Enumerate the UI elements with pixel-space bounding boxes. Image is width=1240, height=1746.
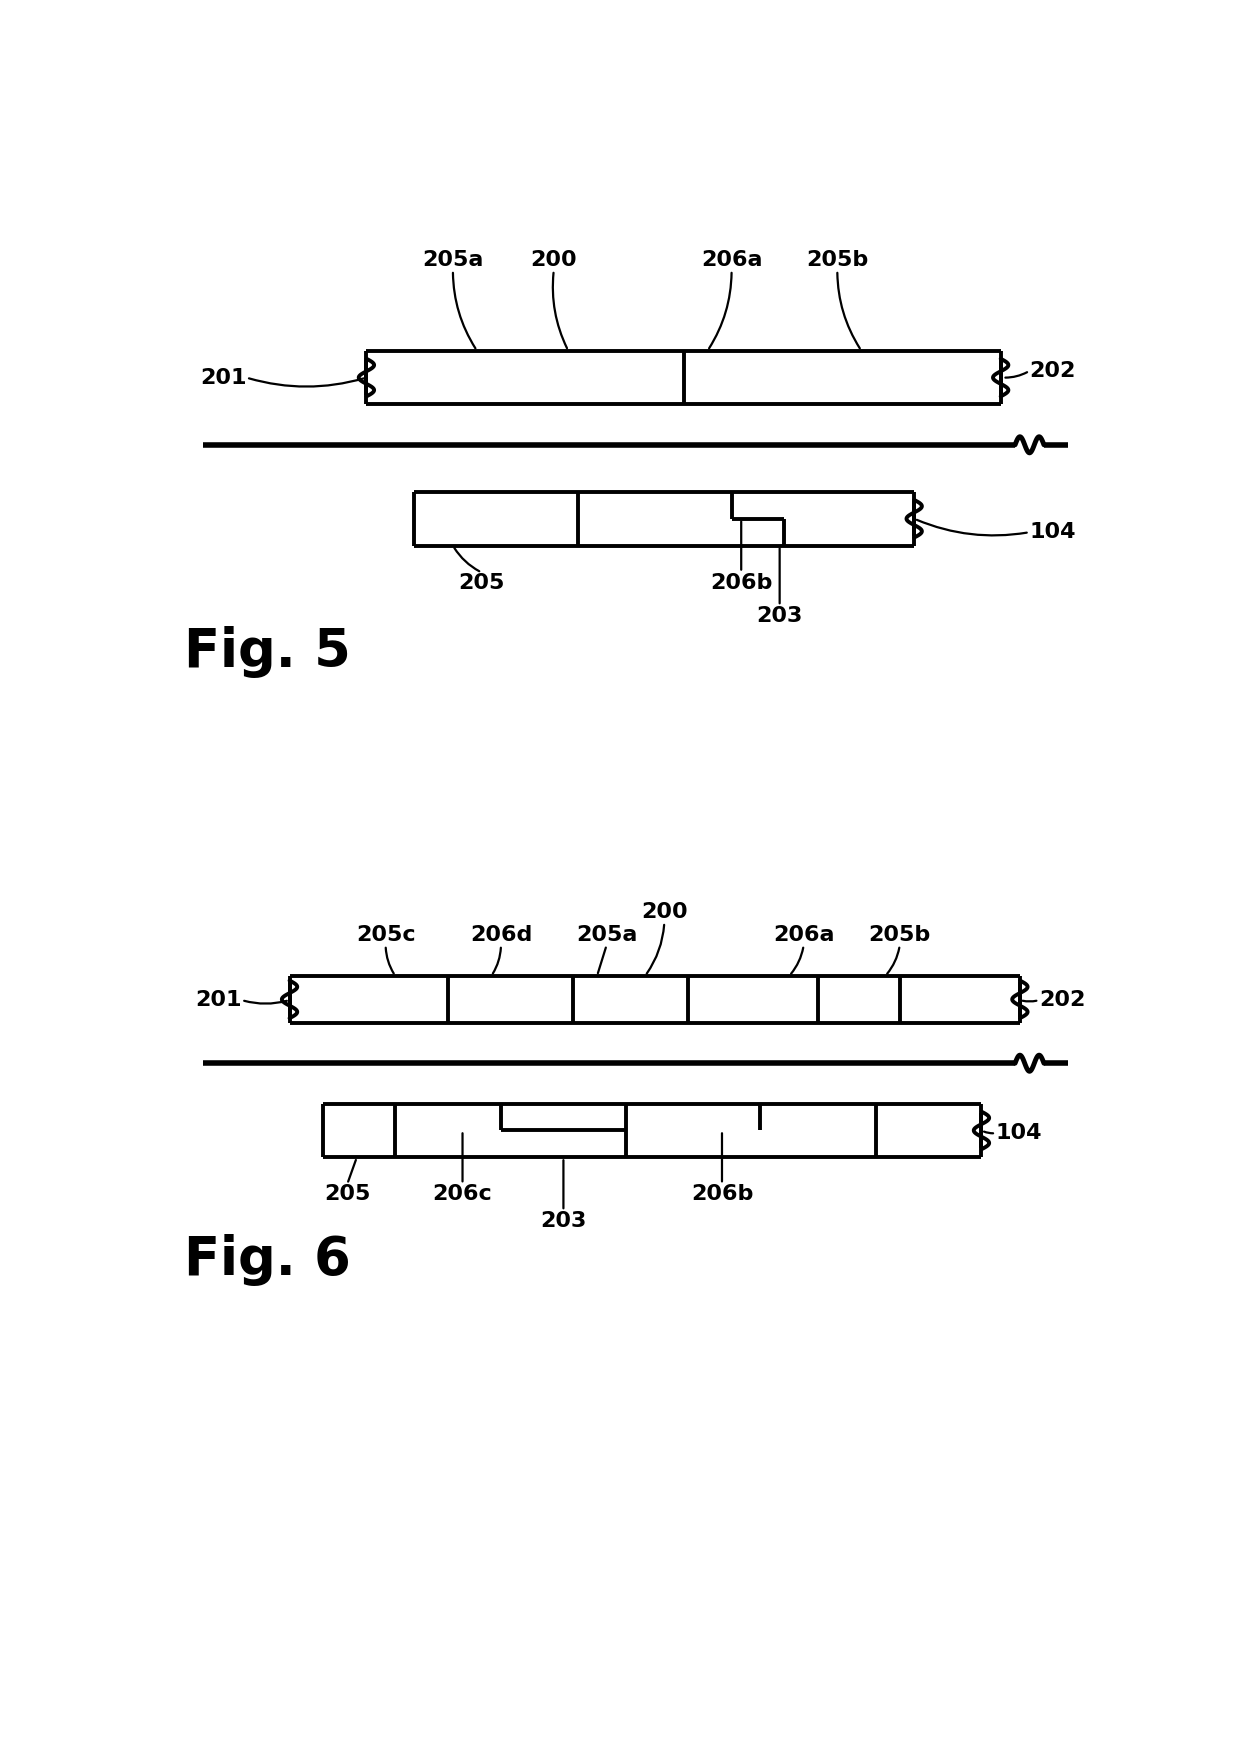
- Text: Fig. 5: Fig. 5: [184, 627, 351, 677]
- Text: 206c: 206c: [433, 1184, 492, 1205]
- Text: 206a: 206a: [773, 925, 835, 945]
- Text: 205c: 205c: [356, 925, 415, 945]
- Text: 206d: 206d: [470, 925, 532, 945]
- Text: 206a: 206a: [701, 250, 763, 271]
- Text: 200: 200: [641, 903, 688, 922]
- Text: 202: 202: [1039, 990, 1085, 1009]
- Text: 200: 200: [531, 250, 577, 271]
- Text: 205: 205: [459, 573, 505, 592]
- Text: 201: 201: [200, 368, 247, 388]
- Text: 202: 202: [1029, 361, 1076, 381]
- Text: 205b: 205b: [806, 250, 868, 271]
- Text: 205: 205: [324, 1184, 371, 1205]
- Text: 104: 104: [996, 1123, 1043, 1144]
- Text: 206b: 206b: [691, 1184, 753, 1205]
- Text: 206b: 206b: [711, 573, 773, 592]
- Text: 205b: 205b: [869, 925, 931, 945]
- Text: 205a: 205a: [577, 925, 637, 945]
- Text: 205a: 205a: [423, 250, 484, 271]
- Text: 201: 201: [195, 990, 242, 1009]
- Text: 203: 203: [541, 1212, 587, 1231]
- Text: Fig. 6: Fig. 6: [184, 1234, 351, 1287]
- Text: 104: 104: [1029, 522, 1076, 543]
- Text: 203: 203: [756, 606, 802, 627]
